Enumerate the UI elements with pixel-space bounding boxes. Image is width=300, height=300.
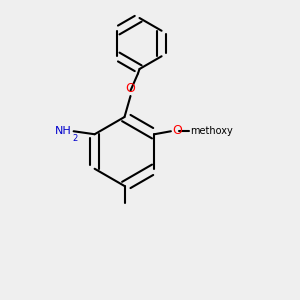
Text: NH: NH xyxy=(56,126,72,136)
Text: O: O xyxy=(172,124,182,137)
Text: 2: 2 xyxy=(72,134,78,143)
Text: methoxy: methoxy xyxy=(190,126,233,136)
Text: O: O xyxy=(126,82,135,94)
